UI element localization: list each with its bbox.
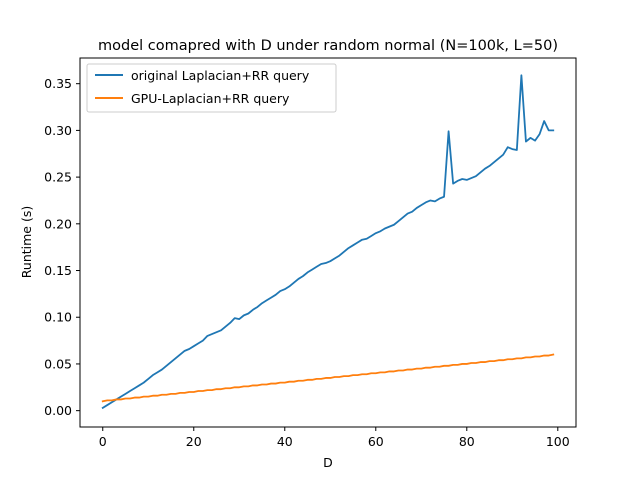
legend-box [86,63,337,113]
y-tick-label: 0.25 [44,170,72,185]
x-axis-label: D [323,455,333,470]
y-tick-label: 0.30 [44,123,72,138]
x-tick-label: 0 [99,434,107,449]
x-tick-label: 20 [186,434,202,449]
legend: original Laplacian+RR query GPU-Laplacia… [86,63,337,113]
axes-frame [79,57,577,428]
series-layer [101,74,555,410]
y-tick-label: 0.15 [44,263,72,278]
y-tick-label: 0.20 [44,216,72,231]
x-axis: 0 20 40 60 80 100 [99,427,570,449]
x-tick-label: 80 [459,434,475,449]
x-tick-label: 40 [277,434,293,449]
x-tick-label: 60 [368,434,384,449]
y-tick-label: 0.00 [44,403,72,418]
y-tick-label: 0.05 [44,356,72,371]
y-tick-label: 0.35 [44,76,72,91]
y-tick-label: 0.10 [44,310,72,325]
legend-label-gpu-laplacian: GPU-Laplacian+RR query [131,91,290,106]
x-tick-label: 100 [546,434,570,449]
series-line-1 [101,353,555,403]
legend-label-original-laplacian: original Laplacian+RR query [131,68,310,83]
series-line-0 [101,74,555,410]
y-axis: 0.00 0.05 0.10 0.15 0.20 0.25 0.30 0.35 [44,76,80,418]
chart-title: model comapred with D under random norma… [98,38,558,54]
y-axis-label: Runtime (s) [19,206,34,278]
